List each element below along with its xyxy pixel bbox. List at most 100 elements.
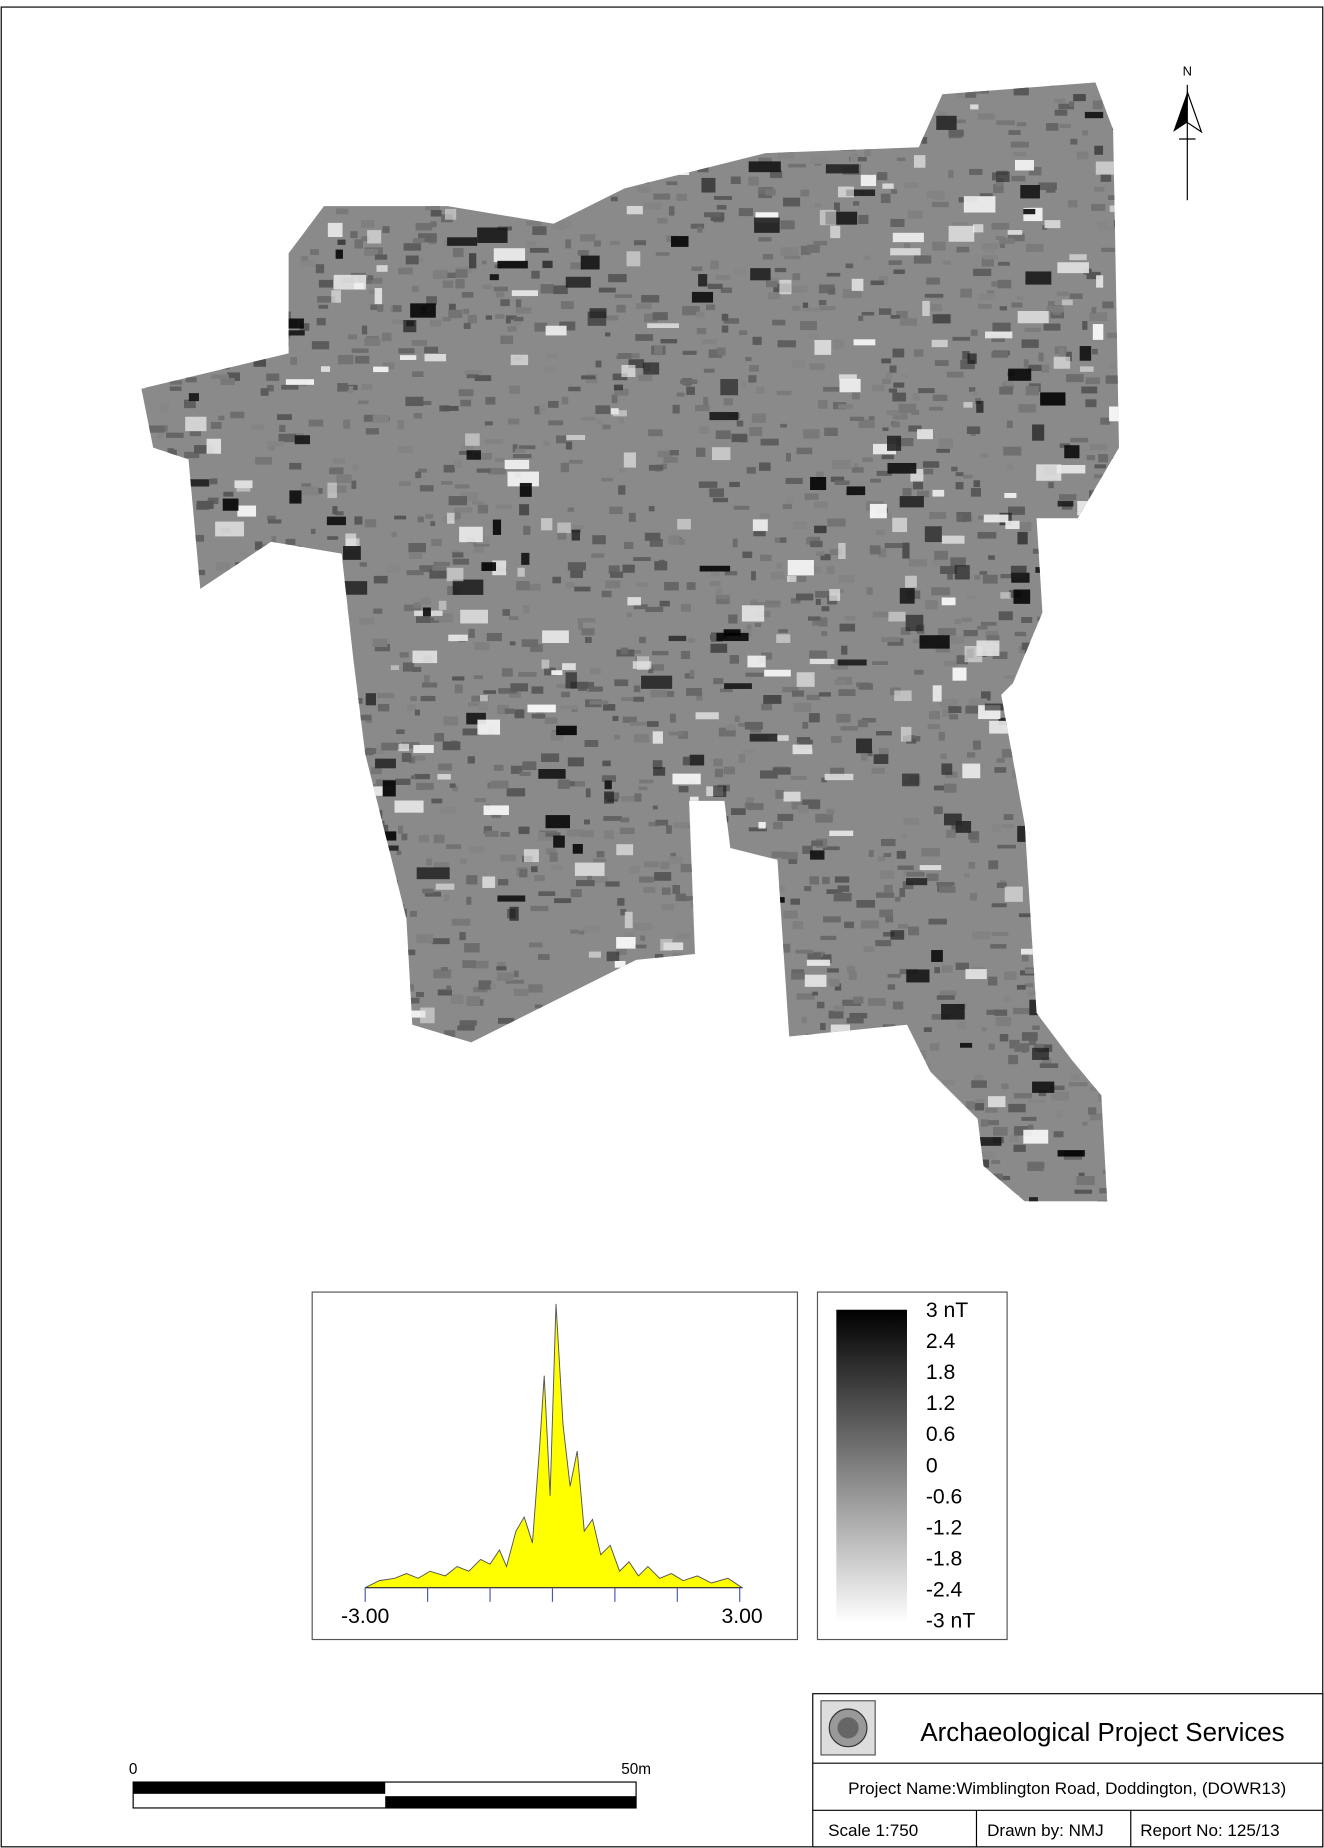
texture	[778, 150, 794, 159]
texture	[644, 862, 659, 868]
anomaly	[643, 362, 659, 374]
texture	[156, 1010, 164, 1019]
texture	[1014, 1043, 1029, 1051]
anomaly	[412, 1047, 428, 1055]
anomaly	[410, 303, 436, 317]
texture	[404, 243, 422, 250]
texture	[648, 429, 662, 436]
texture	[257, 1197, 269, 1203]
texture	[1059, 847, 1070, 852]
texture	[520, 772, 531, 776]
texture	[731, 1136, 742, 1143]
texture	[118, 1133, 126, 1141]
texture	[396, 729, 404, 734]
texture	[1073, 918, 1083, 925]
texture	[786, 453, 791, 462]
texture	[434, 1208, 448, 1217]
anomaly	[487, 1215, 499, 1227]
texture	[377, 171, 391, 177]
texture	[316, 186, 323, 195]
texture	[505, 142, 515, 146]
texture	[1047, 306, 1064, 313]
anomaly	[253, 355, 266, 367]
texture	[784, 256, 800, 260]
anomaly	[238, 106, 249, 119]
texture	[1014, 86, 1029, 95]
texture	[934, 806, 943, 814]
texture	[1031, 1163, 1044, 1168]
texture	[972, 391, 977, 395]
anomaly	[517, 568, 524, 577]
texture	[376, 829, 384, 834]
texture	[398, 990, 404, 998]
texture	[348, 1100, 363, 1107]
texture	[469, 847, 485, 853]
texture	[279, 136, 288, 141]
anomaly	[1063, 798, 1074, 806]
texture	[554, 898, 571, 903]
texture	[147, 167, 158, 175]
texture	[981, 1152, 996, 1160]
anomaly	[1020, 185, 1040, 198]
texture	[414, 1186, 430, 1193]
texture	[622, 111, 631, 115]
texture	[602, 425, 610, 430]
texture	[534, 875, 544, 881]
anomaly	[129, 1148, 141, 1157]
anomaly	[965, 969, 986, 979]
texture	[270, 886, 276, 891]
texture	[382, 226, 389, 233]
texture	[349, 1047, 357, 1055]
texture	[328, 725, 344, 730]
texture	[629, 1187, 636, 1196]
anomaly	[1090, 1009, 1103, 1017]
texture	[841, 1205, 851, 1209]
texture	[670, 450, 679, 455]
texture	[485, 397, 495, 405]
texture	[400, 652, 409, 657]
anomaly	[144, 652, 155, 665]
texture	[645, 533, 661, 541]
texture	[241, 899, 259, 904]
anomaly	[460, 610, 488, 624]
texture	[300, 208, 310, 216]
texture	[212, 1037, 230, 1042]
texture	[444, 894, 449, 901]
texture	[926, 278, 940, 285]
texture	[610, 572, 623, 578]
anomaly	[289, 490, 301, 503]
texture	[229, 167, 242, 173]
anomaly	[142, 571, 159, 578]
anomaly	[524, 849, 539, 862]
anomaly	[954, 1163, 968, 1175]
anomaly	[1130, 921, 1159, 932]
texture	[956, 472, 964, 476]
anomaly	[384, 177, 401, 184]
anomaly	[544, 185, 554, 196]
texture	[415, 472, 421, 478]
texture	[498, 1018, 514, 1024]
texture	[496, 966, 506, 970]
texture	[990, 1217, 1006, 1223]
texture	[398, 348, 414, 353]
texture	[761, 1110, 766, 1117]
texture	[309, 832, 321, 837]
texture	[882, 427, 888, 431]
anomaly	[1091, 629, 1099, 644]
texture	[1025, 648, 1035, 654]
texture	[751, 976, 764, 982]
texture	[575, 1032, 586, 1040]
anomaly	[653, 767, 665, 776]
texture	[792, 273, 800, 280]
anomaly	[552, 1129, 563, 1143]
texture	[973, 269, 991, 276]
anomaly	[1008, 369, 1031, 381]
texture	[494, 125, 506, 129]
texture	[137, 618, 148, 626]
texture	[540, 1183, 558, 1192]
texture	[619, 968, 625, 977]
texture	[999, 238, 1014, 244]
texture	[485, 421, 493, 425]
texture	[463, 309, 469, 314]
texture	[815, 814, 833, 823]
